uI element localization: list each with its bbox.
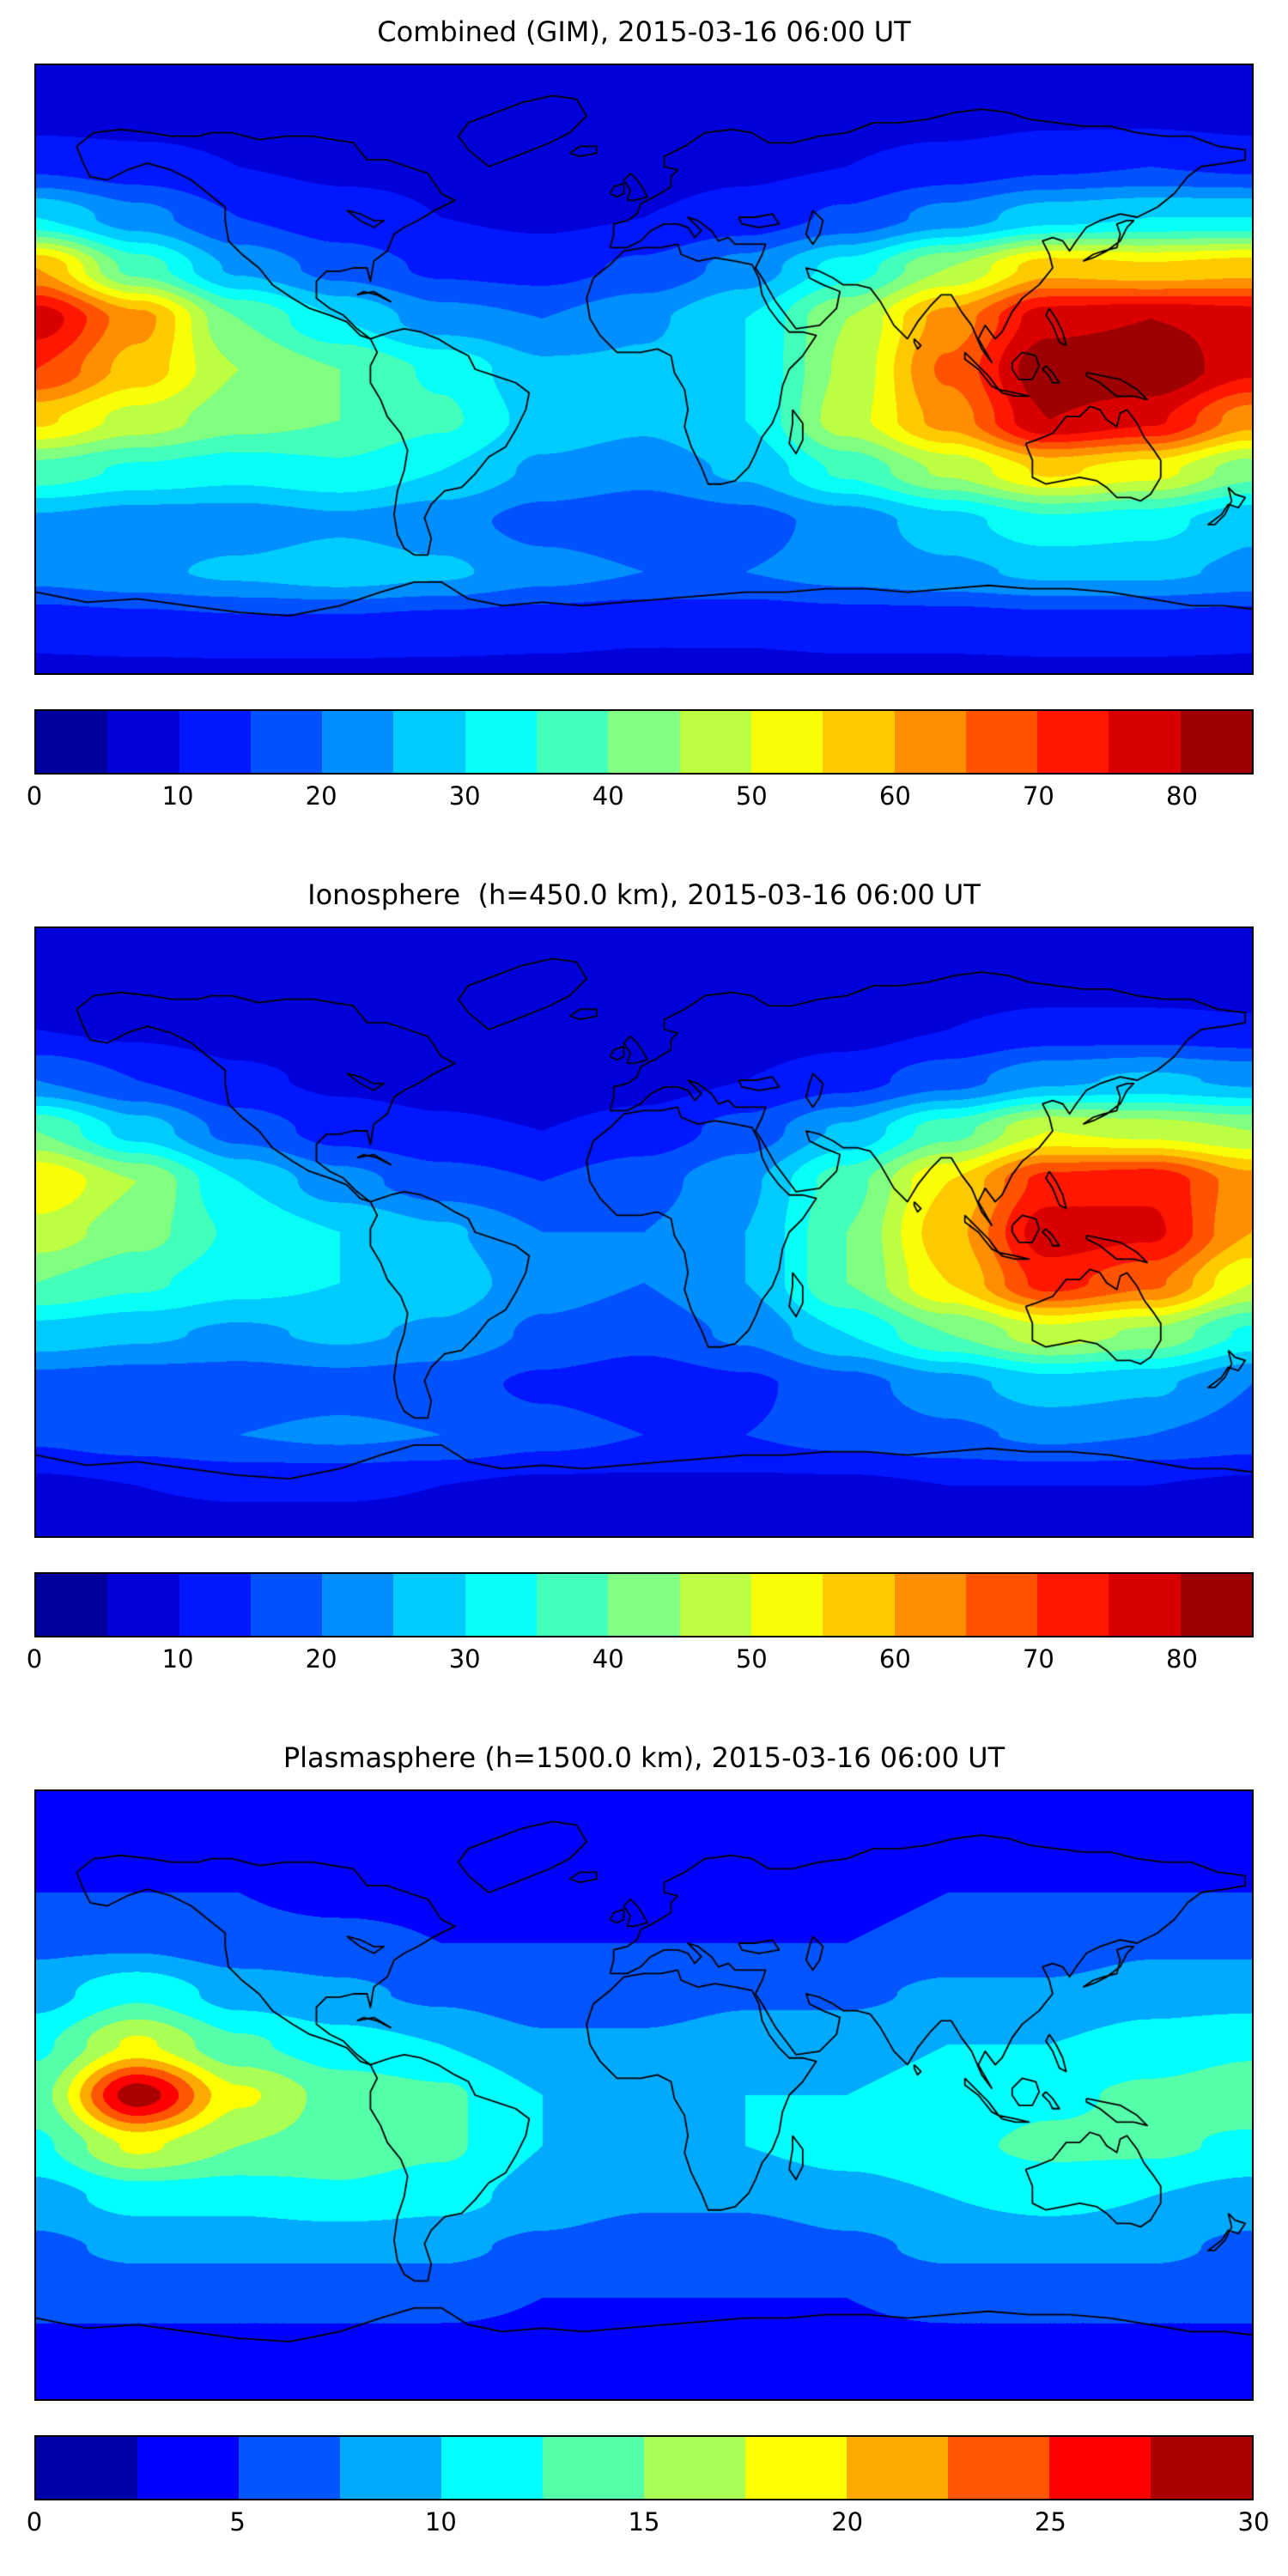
plasmasphere-map-frame bbox=[34, 1789, 1254, 2402]
colorbar-tick-label: 20 bbox=[831, 2507, 864, 2537]
colorbar-tick-label: 40 bbox=[592, 781, 624, 811]
colorbar-tick-label: 60 bbox=[878, 1644, 911, 1674]
combined-map-frame bbox=[34, 64, 1254, 676]
colorbar-tick-label: 30 bbox=[1237, 2507, 1270, 2537]
colorbar-segment bbox=[537, 711, 609, 774]
colorbar-tick-label: 0 bbox=[26, 781, 43, 811]
colorbar-segment bbox=[36, 711, 108, 774]
colorbar-segment bbox=[608, 711, 680, 774]
colorbar-segment bbox=[393, 711, 465, 774]
colorbar-segment bbox=[965, 1574, 1038, 1637]
combined-colorbar-ticks: 0 10 20 30 40 50 60 70 80 bbox=[27, 780, 1254, 819]
panel-combined: Combined (GIM), 2015-03-16 06:00 UT 0 10 2… bbox=[0, 15, 1288, 870]
colorbar-tick-label: 50 bbox=[735, 1644, 768, 1674]
colorbar-segment bbox=[250, 1574, 323, 1637]
colorbar-segment bbox=[322, 711, 394, 774]
colorbar-segment bbox=[745, 2437, 847, 2500]
colorbar-segment bbox=[1151, 2437, 1252, 2500]
colorbar-segment bbox=[1180, 1574, 1253, 1637]
colorbar-segment bbox=[137, 2437, 239, 2500]
colorbar-segment bbox=[537, 1574, 609, 1637]
colorbar-segment bbox=[465, 711, 538, 774]
colorbar-segment bbox=[1037, 711, 1109, 774]
colorbar-segment bbox=[1049, 2437, 1151, 2500]
colorbar-segment bbox=[823, 1574, 895, 1637]
colorbar-tick-label: 20 bbox=[305, 781, 337, 811]
colorbar-segment bbox=[179, 711, 251, 774]
colorbar-tick-label: 10 bbox=[424, 2507, 457, 2537]
ionosphere-colorbar-frame bbox=[34, 1572, 1254, 1638]
colorbar-segment bbox=[679, 711, 751, 774]
colorbar-segment bbox=[441, 2437, 543, 2500]
colorbar-tick-label: 40 bbox=[592, 1644, 624, 1674]
colorbar-segment bbox=[36, 1574, 108, 1637]
colorbar-tick-label: 80 bbox=[1166, 1644, 1198, 1674]
colorbar-segment bbox=[750, 711, 823, 774]
panel-combined-title: Combined (GIM), 2015-03-16 06:00 UT bbox=[377, 15, 911, 48]
colorbar-tick-label: 30 bbox=[448, 1644, 481, 1674]
colorbar-segment bbox=[393, 1574, 465, 1637]
panel-ionosphere-title: Ionosphere (h=450.0 km), 2015-03-16 06:0… bbox=[307, 878, 981, 911]
ionosphere-map-canvas bbox=[36, 928, 1252, 1537]
combined-map-canvas bbox=[36, 65, 1252, 674]
colorbar-tick-label: 20 bbox=[305, 1644, 337, 1674]
colorbar-segment bbox=[847, 2437, 948, 2500]
colorbar-segment bbox=[465, 1574, 538, 1637]
panel-plasmasphere-title: Plasmasphere (h=1500.0 km), 2015-03-16 0… bbox=[283, 1741, 1005, 1774]
colorbar-tick-label: 70 bbox=[1022, 781, 1054, 811]
colorbar-segment bbox=[239, 2437, 340, 2500]
colorbar-tick-label: 60 bbox=[878, 781, 911, 811]
colorbar-segment bbox=[250, 711, 323, 774]
colorbar-segment bbox=[543, 2437, 644, 2500]
ionosphere-colorbar bbox=[36, 1574, 1253, 1637]
panel-ionosphere: Ionosphere (h=450.0 km), 2015-03-16 06:0… bbox=[0, 878, 1288, 1733]
colorbar-segment bbox=[965, 711, 1038, 774]
colorbar-segment bbox=[36, 2437, 137, 2500]
colorbar-tick-label: 30 bbox=[448, 781, 481, 811]
colorbar-segment bbox=[1109, 1574, 1181, 1637]
colorbar-segment bbox=[894, 711, 966, 774]
colorbar-segment bbox=[948, 2437, 1049, 2500]
colorbar-segment bbox=[179, 1574, 251, 1637]
colorbar-segment bbox=[1037, 1574, 1109, 1637]
colorbar-tick-label: 0 bbox=[26, 2507, 43, 2537]
colorbar-segment bbox=[1109, 711, 1181, 774]
ionosphere-map-frame bbox=[34, 927, 1254, 1539]
colorbar-segment bbox=[340, 2437, 441, 2500]
plasmasphere-colorbar-ticks: 0 5 10 15 20 25 30 bbox=[27, 2506, 1270, 2545]
colorbar-segment bbox=[823, 711, 895, 774]
ionosphere-colorbar-ticks: 0 10 20 30 40 50 60 70 80 bbox=[27, 1643, 1254, 1682]
colorbar-segment bbox=[608, 1574, 680, 1637]
colorbar-tick-label: 15 bbox=[628, 2507, 660, 2537]
colorbar-tick-label: 10 bbox=[161, 1644, 194, 1674]
plasmasphere-colorbar bbox=[36, 2437, 1252, 2500]
colorbar-segment bbox=[750, 1574, 823, 1637]
plasmasphere-colorbar-frame bbox=[34, 2435, 1254, 2501]
combined-colorbar bbox=[36, 711, 1253, 774]
colorbar-tick-label: 50 bbox=[735, 781, 768, 811]
combined-colorbar-frame bbox=[34, 709, 1254, 775]
colorbar-segment bbox=[107, 711, 179, 774]
colorbar-tick-label: 5 bbox=[229, 2507, 246, 2537]
colorbar-segment bbox=[322, 1574, 394, 1637]
colorbar-tick-label: 25 bbox=[1034, 2507, 1066, 2537]
plasmasphere-map-canvas bbox=[36, 1791, 1252, 2400]
colorbar-tick-label: 10 bbox=[161, 781, 194, 811]
colorbar-segment bbox=[644, 2437, 745, 2500]
colorbar-tick-label: 0 bbox=[26, 1644, 43, 1674]
colorbar-tick-label: 70 bbox=[1022, 1644, 1054, 1674]
colorbar-segment bbox=[107, 1574, 179, 1637]
panel-plasmasphere: Plasmasphere (h=1500.0 km), 2015-03-16 0… bbox=[0, 1741, 1288, 2576]
colorbar-segment bbox=[1180, 711, 1253, 774]
colorbar-tick-label: 80 bbox=[1166, 781, 1198, 811]
colorbar-segment bbox=[894, 1574, 966, 1637]
colorbar-segment bbox=[679, 1574, 751, 1637]
